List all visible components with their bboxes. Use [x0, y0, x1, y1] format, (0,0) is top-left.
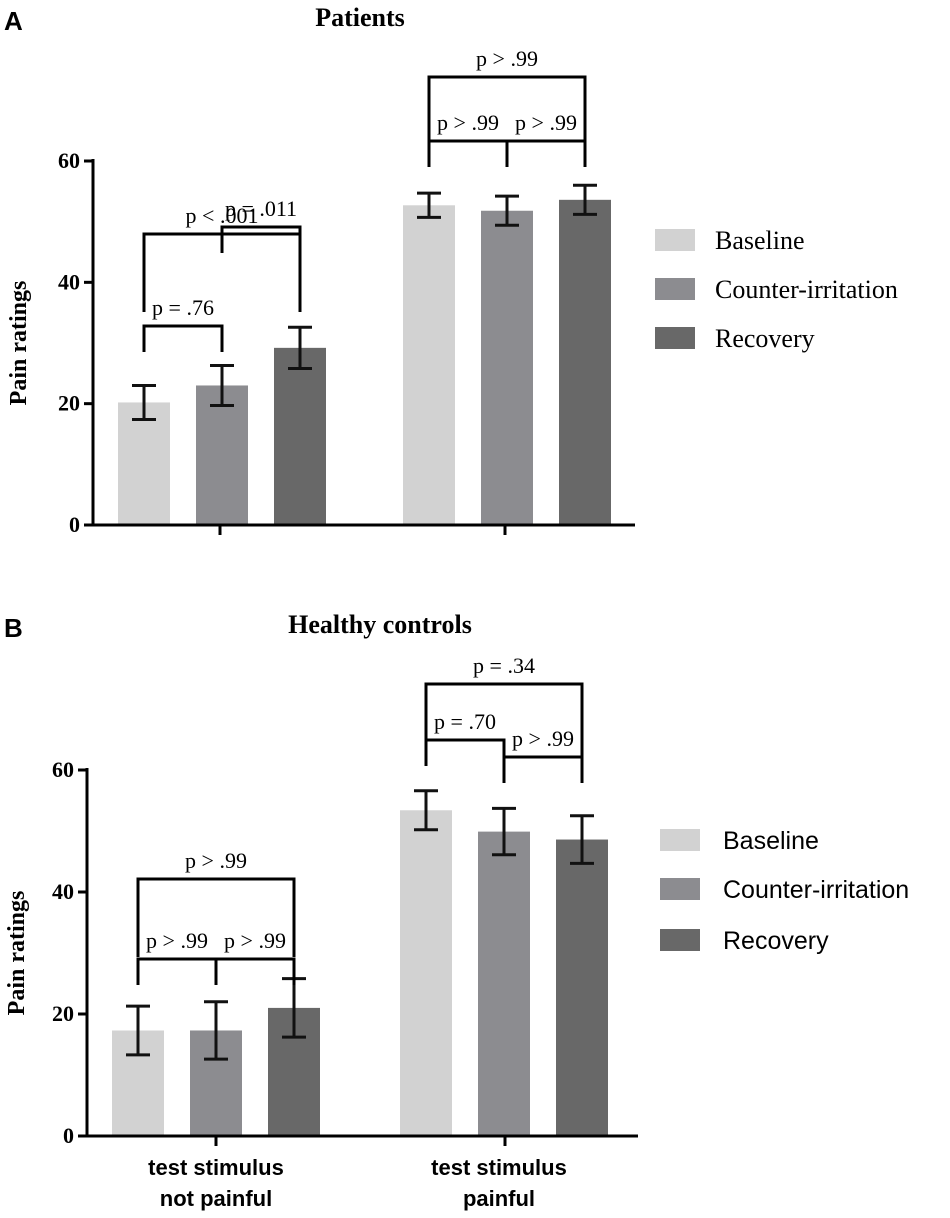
bar-recovery-2 [559, 199, 611, 525]
x-category-label-2-line-2: painful [463, 1186, 535, 1211]
y-tick-label-0: 0 [63, 1123, 74, 1148]
legend-swatch-2 [655, 278, 695, 300]
error-bar-b-2-1 [570, 814, 594, 865]
y-tick-label-60: 60 [58, 148, 80, 173]
y-axis-label-b: Pain ratings [4, 891, 30, 1016]
significance-bracket-b-2 [214, 957, 296, 985]
bar-counter-irritation-1 [196, 385, 248, 525]
bar-baseline-2 [403, 205, 455, 525]
significance-bracket-a-2 [220, 225, 302, 253]
y-tick-label-40: 40 [52, 879, 74, 904]
error-bar-a-0-1 [417, 191, 441, 219]
significance-label-a-4: p > .99 [437, 110, 499, 135]
significance-bracket-b-3 [136, 877, 296, 957]
significance-bracket-a-1 [142, 324, 224, 352]
bar-counter-irritation-2 [481, 210, 533, 525]
y-axis-label-a: Pain ratings [6, 281, 32, 406]
significance-bracket-b-4 [424, 738, 506, 766]
chart-title-a: Patients [315, 3, 405, 32]
significance-bracket-b-5 [502, 755, 584, 783]
panel-a: A Patients Pain ratings 0 20 40 60 p = .76 p … [4, 3, 898, 537]
significance-label-a-1: p = .76 [152, 295, 214, 320]
panel-letter-a: A [4, 6, 23, 36]
panel-letter-b: B [4, 613, 23, 643]
significance-label-a-6: p > .99 [476, 46, 538, 71]
legend-swatch-1 [660, 829, 700, 851]
bar-counter-irritation-2 [478, 831, 530, 1136]
legend-swatch-1 [655, 229, 695, 251]
error-bar-b-1-1 [492, 806, 516, 857]
significance-bracket-a-6 [427, 75, 587, 155]
legend-label-2: Counter-irritation [723, 876, 909, 904]
error-bar-b-0-0 [126, 1004, 150, 1057]
significance-bracket-b-1 [136, 957, 218, 985]
y-tick-label-40: 40 [58, 269, 80, 294]
legend-label-2: Counter-irritation [715, 275, 898, 304]
significance-bracket-a-5 [505, 139, 587, 167]
legend-label-3: Recovery [715, 324, 815, 353]
error-bar-b-1-0 [204, 1000, 228, 1061]
legend-swatch-3 [655, 327, 695, 349]
significance-bracket-b-6 [424, 682, 584, 762]
x-category-label-2-line-1: test stimulus [431, 1155, 567, 1180]
significance-label-b-6: p = .34 [473, 653, 535, 678]
chart-title-b: Healthy controls [288, 610, 472, 639]
error-bar-b-0-1 [414, 789, 438, 832]
significance-label-b-3: p > .99 [185, 848, 247, 873]
legend-label-1: Baseline [715, 226, 805, 255]
error-bar-a-0-0 [132, 383, 156, 421]
bar-recovery-2 [556, 839, 608, 1136]
legend-swatch-2 [660, 878, 700, 900]
error-bar-a-2-0 [288, 325, 312, 370]
bar-baseline-2 [400, 810, 452, 1136]
significance-label-a-2: p = .011 [225, 196, 297, 221]
significance-label-b-2: p > .99 [224, 928, 286, 953]
legend-label-3: Recovery [723, 927, 829, 955]
error-bar-a-1-1 [495, 194, 519, 227]
x-category-label-1-line-2: not painful [160, 1186, 272, 1211]
bar-recovery-1 [274, 347, 326, 525]
significance-bracket-a-4 [427, 139, 509, 167]
bar-baseline-1 [118, 402, 170, 525]
y-tick-label-60: 60 [52, 757, 74, 782]
x-category-label-1-line-1: test stimulus [148, 1155, 284, 1180]
significance-bracket-a-3 [142, 232, 302, 312]
significance-label-a-5: p > .99 [515, 110, 577, 135]
error-bar-a-1-0 [210, 363, 234, 407]
panel-b: B Healthy controls Pain ratings 0 20 40 60 t… [4, 610, 909, 1211]
y-tick-label-20: 20 [58, 391, 80, 416]
legend-label-1: Baseline [723, 827, 819, 855]
significance-label-a-3: p < .001 [186, 203, 259, 228]
y-tick-label-20: 20 [52, 1001, 74, 1026]
y-tick-label-0: 0 [69, 512, 80, 537]
significance-label-b-1: p > .99 [146, 928, 208, 953]
legend-swatch-3 [660, 929, 700, 951]
significance-label-b-4: p = .70 [434, 709, 496, 734]
error-bar-a-2-1 [573, 183, 597, 216]
significance-label-b-5: p > .99 [512, 726, 574, 751]
